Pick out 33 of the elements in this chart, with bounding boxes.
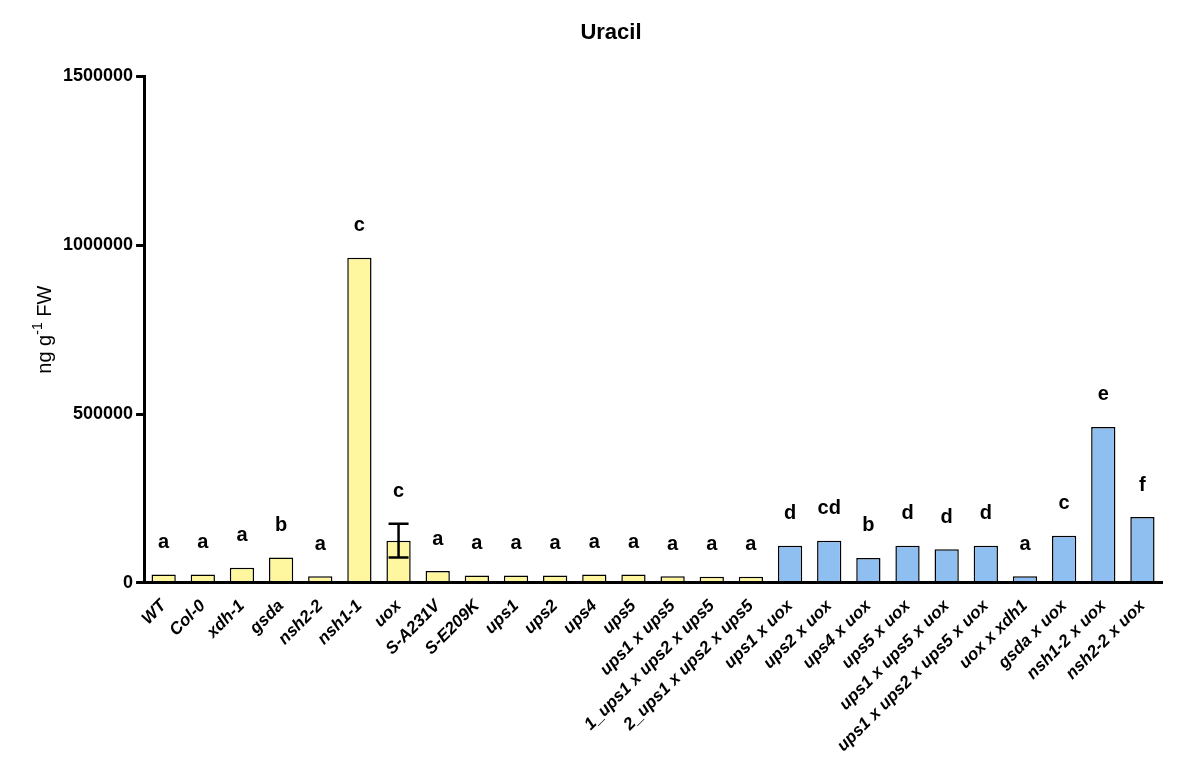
annotation: a [1019, 531, 1032, 554]
annotation: a [549, 531, 562, 554]
annotation: a [510, 531, 523, 554]
annotation: a [314, 531, 327, 554]
annotation: d [979, 501, 992, 524]
annotation: c [392, 479, 405, 502]
annotation: a [432, 526, 445, 549]
annotation: d [940, 504, 953, 527]
y-tick-label: 1500000 [63, 65, 134, 86]
y-axis-title: ng g-1 FW [28, 285, 55, 374]
annotation: a [236, 523, 249, 546]
x-tick-label: WT [137, 594, 171, 628]
annotation: c [353, 213, 365, 236]
chart-title: Uracil [580, 19, 642, 45]
annotation: c [1058, 491, 1070, 514]
annotation: a [158, 530, 171, 553]
y-tick-label: 0 [123, 571, 134, 592]
annotation: e [1097, 382, 1109, 405]
y-tick-label: 500000 [73, 403, 134, 424]
annotation: d [783, 501, 797, 524]
annotation: b [862, 513, 875, 536]
annotation: cd [817, 496, 841, 519]
annotation: a [471, 531, 484, 554]
annotation: d [901, 501, 914, 524]
y-tick-label: 1000000 [63, 234, 134, 255]
annotation: a [627, 530, 640, 553]
annotation: a [706, 532, 719, 555]
annotation: a [588, 530, 601, 553]
annotation: a [745, 532, 758, 555]
annotation: a [197, 530, 210, 553]
annotation: f [1139, 472, 1147, 495]
annotation: b [274, 513, 288, 536]
annotation: a [667, 531, 680, 554]
